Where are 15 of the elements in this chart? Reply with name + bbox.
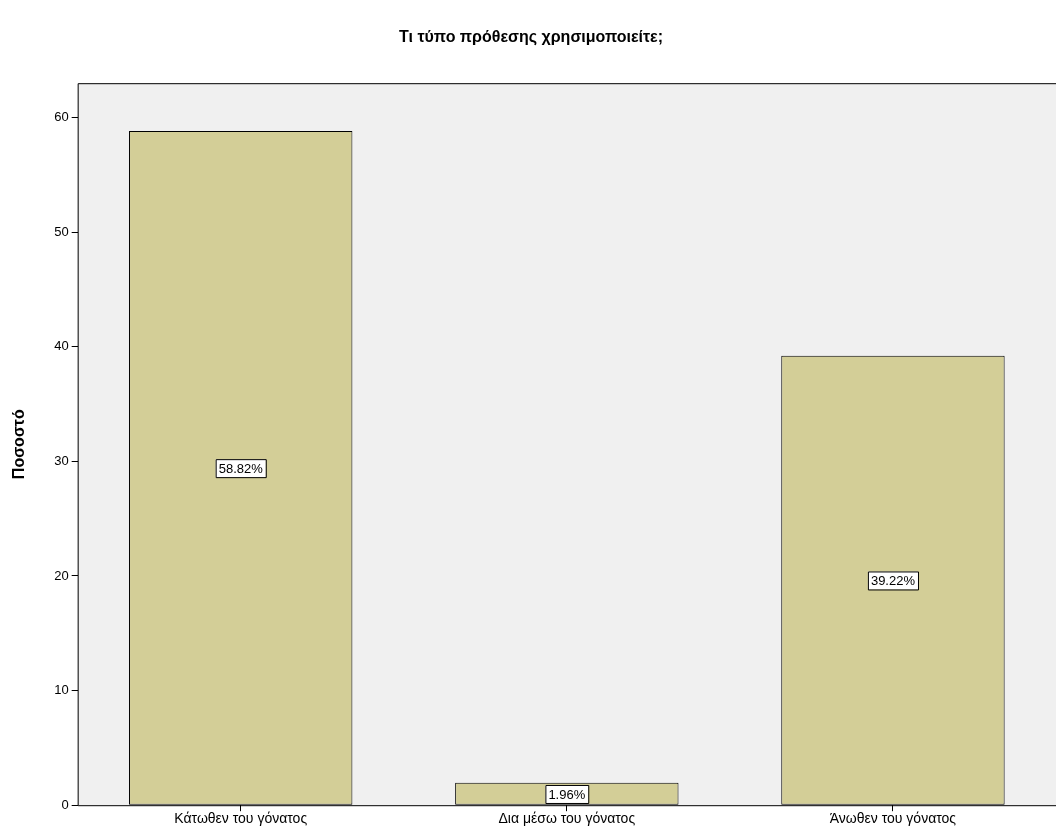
y-tick-label: 40	[54, 338, 69, 354]
y-tick-label: 60	[54, 109, 69, 125]
x-tick-label: Άνωθεν του γόνατος	[829, 810, 957, 827]
data-label: 39.22%	[870, 573, 916, 589]
y-tick-label: 30	[54, 452, 69, 468]
y-tick-label: 10	[54, 682, 69, 698]
data-label: 1.96%	[548, 786, 586, 802]
y-axis-title: Ποσοστό	[10, 409, 28, 480]
x-tick-label: Δια μέσω του γόνατος	[498, 810, 636, 827]
data-label: 58.82%	[218, 460, 264, 476]
chart-title: Τι τύπο πρόθεσης χρησιμοποιείτε;	[398, 28, 664, 47]
y-tick-label: 50	[54, 223, 69, 239]
x-tick-label: Κάτωθεν του γόνατος	[174, 810, 308, 827]
y-tick-label: 0	[61, 796, 69, 812]
y-tick-label: 20	[54, 567, 69, 583]
